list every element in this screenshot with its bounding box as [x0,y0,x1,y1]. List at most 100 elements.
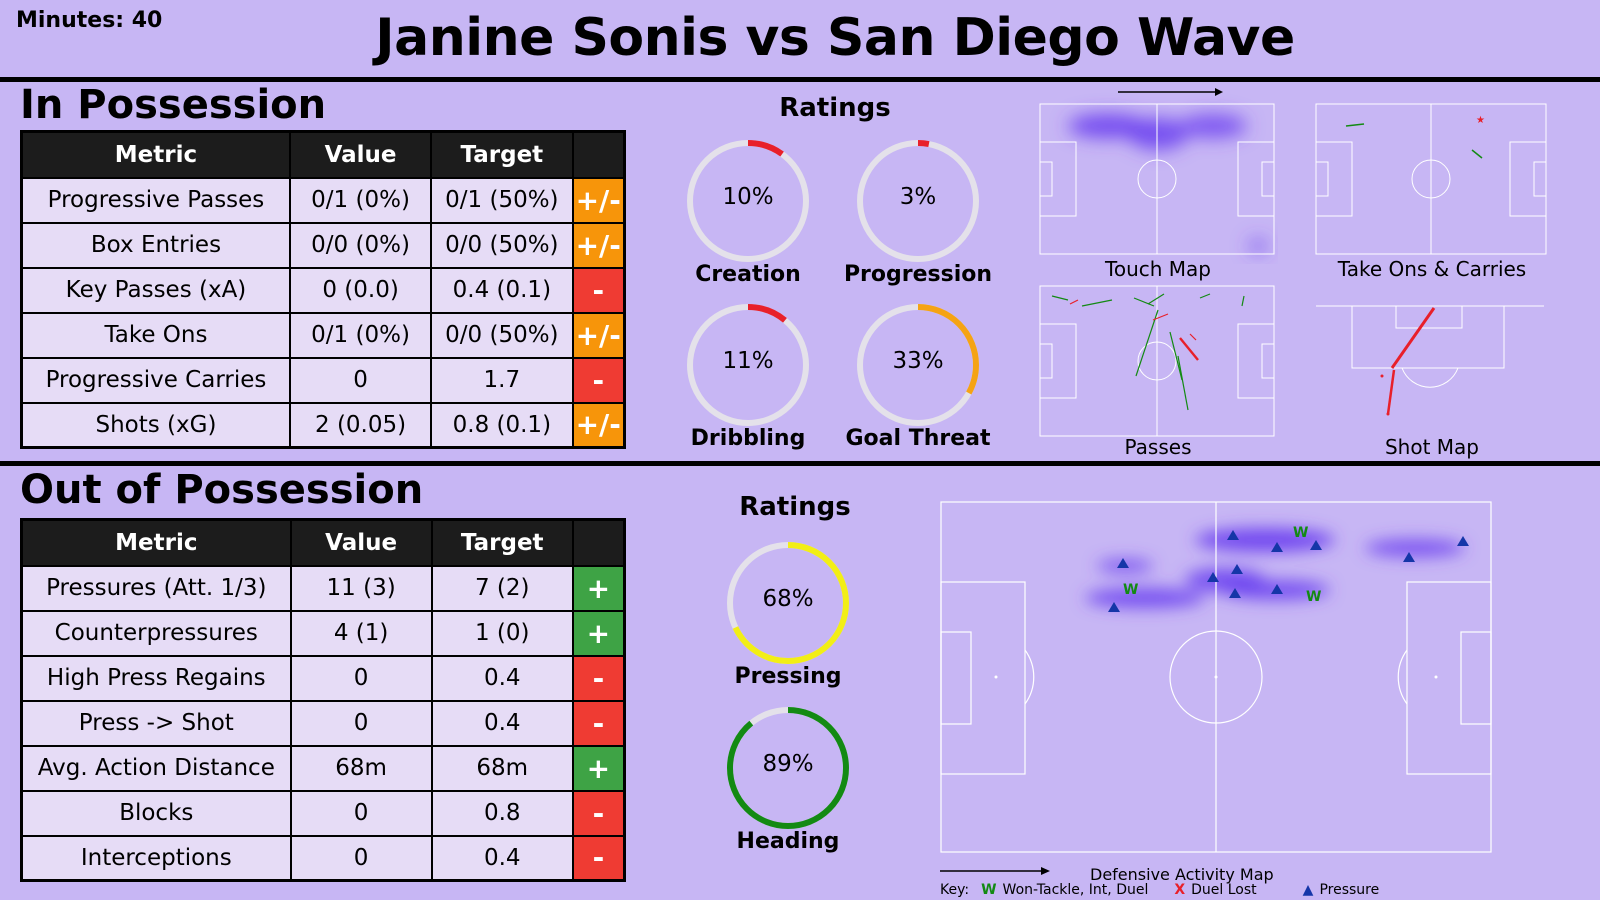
status-badge: - [571,356,626,404]
pitch-lines [1039,103,1275,255]
metric-value: 0 [289,654,433,702]
pitch-lines [1315,103,1547,255]
gauge-label: Creation [695,262,801,287]
metric-target: 0.8 [430,789,574,837]
pitch-lines [940,501,1492,853]
attack-direction-arrow [940,867,1050,875]
gauge-value: 3% [899,184,937,210]
metric-value: 0/0 (0%) [288,221,433,269]
metric-value: 0 (0.0) [288,266,433,314]
gauge-value: 33% [892,348,944,374]
metric-target: 0/1 (50%) [430,176,574,224]
gauge-label: Progression [843,262,993,287]
header-divider [0,77,1600,82]
metric-name: Key Passes (xA) [20,266,291,314]
metric-name: Pressures (Att. 1/3) [20,564,292,612]
column-header-target: Target [430,518,574,567]
status-badge: + [571,744,626,792]
defensive-activity-map: W W W [940,501,1492,853]
lost-key-text: Duel Lost [1191,882,1257,898]
shot-line [1386,369,1396,415]
lost-key-icon: X [1174,882,1186,898]
won-key-text: Won-Tackle, Int, Duel [1002,882,1149,898]
pressure-markers [1108,530,1469,612]
table-row: High Press Regains 0 0.4 - [20,654,626,702]
metric-name: Interceptions [20,834,292,882]
metric-value: 0 [289,834,433,882]
gauge-ring [857,304,979,426]
gauge-label: Goal Threat [845,426,991,451]
gauge-value: 89% [762,751,814,777]
table-row: Pressures (Att. 1/3) 11 (3) 7 (2) + [20,564,626,612]
table-row: Key Passes (xA) 0 (0.0) 0.4 (0.1) - [20,266,626,314]
in-possession-table: Metric Value Target Progressive Passes 0… [20,130,626,449]
metric-name: Blocks [20,789,292,837]
arrow-head-icon [1215,88,1223,96]
metric-name: High Press Regains [20,654,292,702]
metric-target: 0.4 [430,699,574,747]
metric-target: 1.7 [430,356,574,404]
status-badge: - [571,266,626,314]
shot-map [1316,305,1544,416]
column-header-target: Target [430,130,574,179]
table-header-row: Metric Value Target [20,130,626,179]
gauge-value: 10% [722,184,774,210]
touch-map-label: Touch Map [1105,257,1211,281]
shot-map-label: Shot Map [1384,435,1479,459]
penalty-spot [1434,675,1438,679]
status-badge: +/- [571,311,626,359]
gauge-fill [727,707,849,829]
column-header-status [571,518,626,567]
pressure-key-text: Pressure [1319,882,1380,898]
metric-target: 1 (0) [430,609,574,657]
pitch-lines [1316,305,1544,388]
status-badge: - [571,654,626,702]
pressure-icon [1231,564,1243,574]
metric-target: 0/0 (50%) [430,221,574,269]
status-badge: - [571,699,626,747]
metric-value: 4 (1) [289,609,433,657]
gauge-fill [857,304,979,426]
metric-value: 68m [289,744,433,792]
won-duel-icon: W [1306,589,1321,605]
gauge-pressing: 68% Pressing [723,538,853,689]
metric-target: 0.4 [430,834,574,882]
passes-map [1039,285,1275,437]
pressure-icon [1271,542,1283,552]
metric-value: 2 (0.05) [288,401,433,449]
status-badge: + [571,609,626,657]
pressure-icon [1271,584,1283,594]
out-of-possession-ratings-title: Ratings [739,492,851,522]
status-badge: - [571,789,626,837]
metric-value: 0/1 (0%) [288,176,433,224]
gauge-label: Pressing [734,664,842,689]
shot-line [1390,307,1436,369]
pressure-icon [1403,552,1415,562]
table-row: Blocks 0 0.8 - [20,789,626,837]
out-of-possession-title: Out of Possession [20,467,424,513]
gauge-fill [687,140,809,262]
gauge-value: 11% [722,348,774,374]
metric-name: Box Entries [20,221,291,269]
status-badge: +/- [571,176,626,224]
arrow-head-icon [1041,867,1050,875]
table-header-row: Metric Value Target [20,518,626,567]
metric-value: 0/1 (0%) [288,311,433,359]
gauge-creation: 10% Creation [683,136,813,287]
metric-target: 0.4 [430,654,574,702]
metric-name: Shots (xG) [20,401,291,449]
center-spot [1214,675,1218,679]
gauge-ring [857,140,979,262]
defensive-map-label: Defensive Activity Map [1090,865,1274,884]
touch-map [1039,88,1275,255]
won-duel-icon: W [1293,525,1308,541]
key-label: Key: [940,882,970,898]
column-header-value: Value [288,130,433,179]
pressure-icon [1117,558,1129,568]
metric-target: 0.4 (0.1) [430,266,574,314]
shot-point [1380,374,1384,378]
gauge-fill [857,140,979,262]
shot-point [1386,412,1390,416]
gauge-ring [687,140,809,262]
failed-take-on-icon: ★ [1476,115,1485,126]
